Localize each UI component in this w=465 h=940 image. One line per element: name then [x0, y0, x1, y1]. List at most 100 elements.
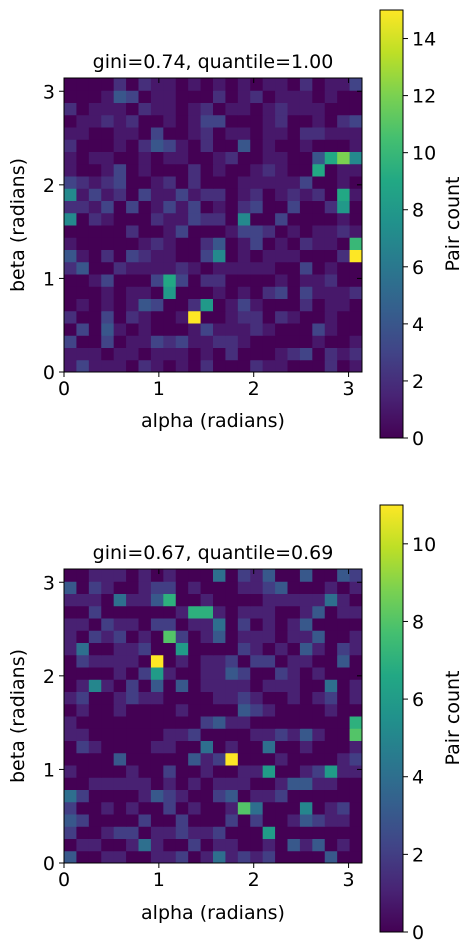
x-axis-label: alpha (radians): [141, 410, 285, 432]
heatmap-cell: [76, 691, 90, 705]
heatmap-cell: [213, 102, 226, 116]
heatmap-cell: [88, 127, 102, 140]
heatmap-cell: [250, 667, 264, 680]
heatmap-cell: [349, 752, 363, 766]
heatmap-cell: [113, 78, 127, 91]
heatmap-cell: [88, 298, 102, 312]
heatmap-cell: [101, 274, 115, 287]
heatmap-cell: [64, 850, 77, 864]
y-ticks: 0 1 2 3: [43, 572, 362, 875]
heatmap-cell: [163, 801, 177, 815]
heatmap-cell: [262, 814, 276, 827]
heatmap-cell: [262, 225, 276, 238]
heatmap-cell: [262, 78, 276, 91]
heatmap-cell: [126, 605, 139, 619]
heatmap-cell: [299, 261, 313, 275]
heatmap-cell: [64, 569, 77, 582]
heatmap-cell: [324, 703, 338, 717]
heatmap-cell: [213, 359, 226, 373]
heatmap-cell: [175, 642, 189, 656]
heatmap-cell: [237, 151, 251, 165]
heatmap-cell: [126, 323, 139, 336]
heatmap-cell: [175, 78, 189, 91]
heatmap-cell: [64, 667, 77, 680]
heatmap-cell: [113, 163, 127, 177]
heatmap-cell: [88, 286, 102, 299]
heatmap-cell: [349, 667, 363, 680]
heatmap-cell: [76, 740, 90, 754]
heatmap-cell: [299, 102, 313, 116]
heatmap-cell: [324, 654, 338, 668]
heatmap-cell: [349, 703, 363, 717]
heatmap-cell: [287, 90, 301, 103]
heatmap-cell: [299, 618, 313, 631]
heatmap-cell: [163, 359, 177, 373]
heatmap-cell: [138, 581, 152, 594]
heatmap-cell: [275, 163, 288, 177]
heatmap-cell: [299, 90, 313, 103]
heatmap-cell: [275, 716, 288, 729]
heatmap-cell: [312, 667, 326, 680]
heatmap-cell: [312, 777, 326, 790]
heatmap-cell: [138, 850, 152, 864]
heatmap-cell: [200, 630, 214, 643]
heatmap-cell: [275, 850, 288, 864]
heatmap-cell: [200, 728, 214, 741]
heatmap-cell: [275, 654, 288, 668]
heatmap-cell: [101, 716, 115, 729]
heatmap-cell: [175, 581, 189, 594]
heatmap-cell: [299, 249, 313, 263]
heatmap-cell: [76, 310, 90, 324]
heatmap-cell: [324, 274, 338, 287]
heatmap-cell: [175, 691, 189, 705]
heatmap-cell: [299, 581, 313, 594]
heatmap-cell: [275, 298, 288, 312]
colorbar-label: Pair count: [442, 177, 464, 272]
heatmap-cell: [126, 667, 139, 680]
heatmap-cell: [175, 237, 189, 250]
heatmap-cell: [225, 777, 239, 790]
heatmap-cell: [113, 323, 127, 336]
heatmap-cell: [349, 298, 363, 312]
heatmap-cell: [299, 814, 313, 827]
heatmap-cell: [150, 310, 164, 324]
heatmap-cell: [312, 176, 326, 189]
heatmap-cell: [312, 740, 326, 754]
heatmap-cell: [275, 200, 288, 214]
heatmap-cell: [312, 347, 326, 361]
heatmap-cell: [250, 261, 264, 275]
heatmap-cell: [250, 114, 264, 128]
heatmap-cell: [150, 618, 164, 631]
heatmap-cell: [113, 261, 127, 275]
heatmap-cell: [88, 716, 102, 729]
heatmap-cell: [64, 139, 77, 152]
heatmap-cell: [138, 618, 152, 631]
heatmap-cell: [275, 838, 288, 852]
heatmap-cell: [76, 286, 90, 299]
heatmap-cell: [188, 347, 202, 361]
heatmap-cell: [299, 679, 313, 692]
heatmap-cell: [175, 679, 189, 692]
heatmap-cell: [275, 752, 288, 766]
heatmap-cell: [349, 163, 363, 177]
heatmap-cell: [175, 139, 189, 152]
heatmap-cell: [200, 323, 214, 336]
colorbar-tick-label: 0: [412, 922, 424, 940]
heatmap-cell: [163, 703, 177, 717]
heatmap-cell: [324, 716, 338, 729]
heatmap-cell: [213, 801, 226, 815]
heatmap-cell: [299, 212, 313, 226]
heatmap-cell: [349, 789, 363, 803]
heatmap-cell: [126, 114, 139, 128]
heatmap-cell: [299, 630, 313, 643]
heatmap-cell: [349, 814, 363, 827]
heatmap-cell: [287, 286, 301, 299]
heatmap-cell: [337, 691, 351, 705]
heatmap-cell: [138, 78, 152, 91]
heatmap-cell: [250, 752, 264, 766]
heatmap-cell: [88, 581, 102, 594]
heatmap-cell: [237, 212, 251, 226]
heatmap-cell: [250, 163, 264, 177]
heatmap-cell: [163, 188, 177, 201]
heatmap-cell: [150, 654, 164, 668]
